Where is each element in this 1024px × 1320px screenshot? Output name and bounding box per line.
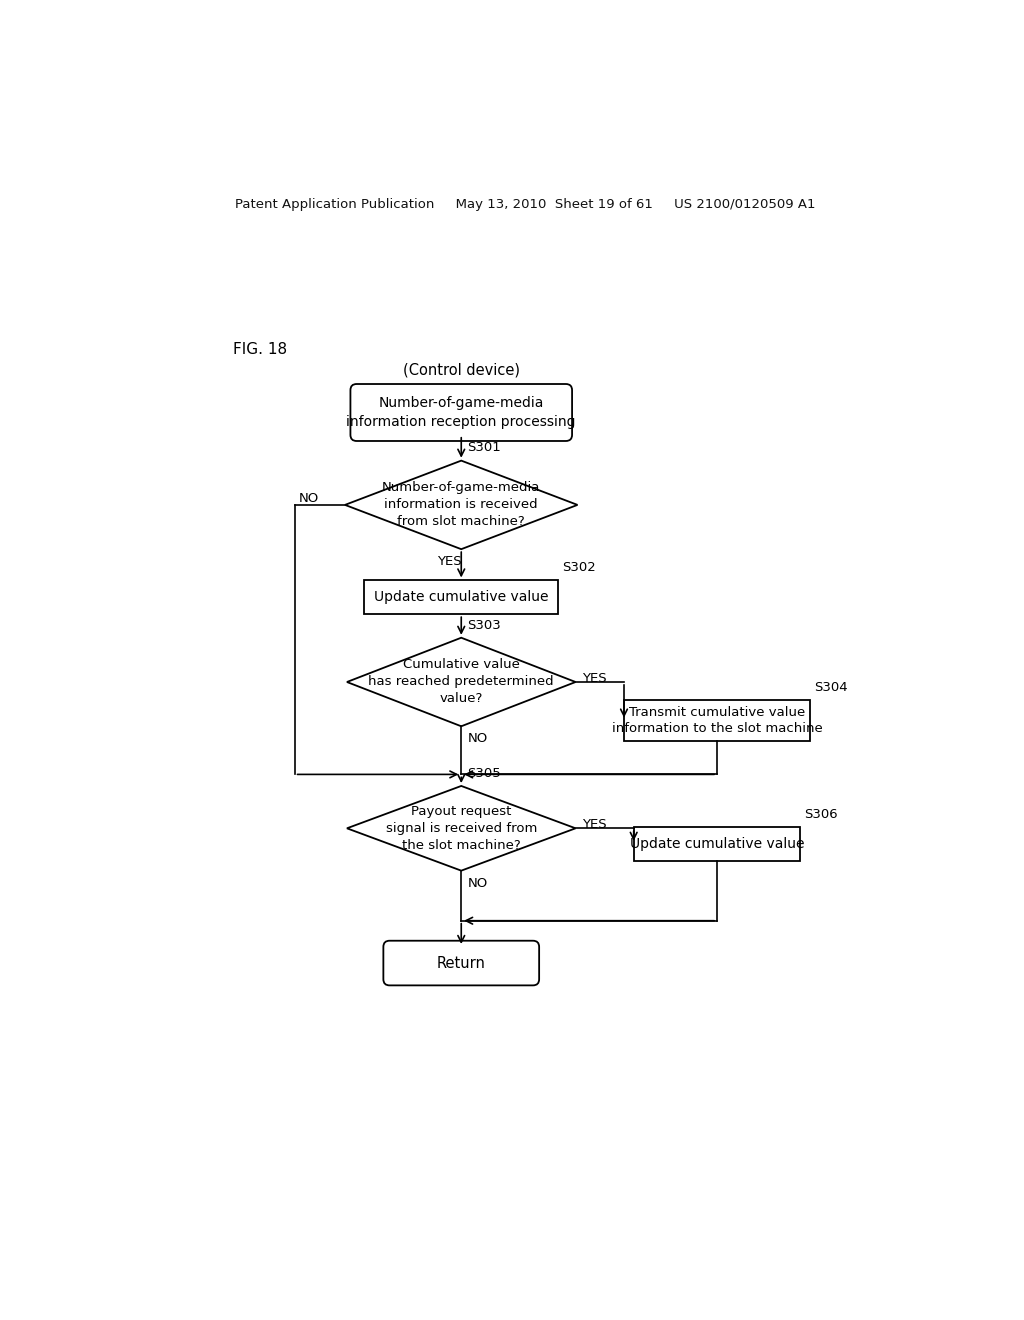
Polygon shape xyxy=(347,638,575,726)
Text: NO: NO xyxy=(299,492,318,506)
Text: Payout request
signal is received from
the slot machine?: Payout request signal is received from t… xyxy=(386,805,537,851)
Text: Patent Application Publication     May 13, 2010  Sheet 19 of 61     US 2100/0120: Patent Application Publication May 13, 2… xyxy=(234,198,815,211)
Text: Transmit cumulative value
information to the slot machine: Transmit cumulative value information to… xyxy=(611,705,822,735)
Text: S304: S304 xyxy=(814,681,848,694)
Text: Update cumulative value: Update cumulative value xyxy=(374,590,549,605)
Text: Number-of-game-media
information is received
from slot machine?: Number-of-game-media information is rece… xyxy=(382,482,541,528)
Bar xyxy=(634,826,801,861)
Text: Return: Return xyxy=(437,956,485,970)
Text: NO: NO xyxy=(467,733,487,746)
Text: NO: NO xyxy=(467,876,487,890)
FancyBboxPatch shape xyxy=(383,941,540,985)
Text: (Control device): (Control device) xyxy=(402,363,520,378)
Text: YES: YES xyxy=(582,818,606,832)
Polygon shape xyxy=(347,785,575,871)
FancyBboxPatch shape xyxy=(350,384,572,441)
Text: S305: S305 xyxy=(467,767,501,780)
Text: S306: S306 xyxy=(804,808,838,821)
Text: YES: YES xyxy=(437,556,462,569)
Text: Update cumulative value: Update cumulative value xyxy=(630,837,804,850)
Text: S303: S303 xyxy=(467,619,501,631)
Text: S301: S301 xyxy=(467,441,501,454)
Text: Cumulative value
has reached predetermined
value?: Cumulative value has reached predetermin… xyxy=(369,659,554,705)
Text: Number-of-game-media
information reception processing: Number-of-game-media information recepti… xyxy=(346,396,575,429)
Bar xyxy=(624,701,810,741)
Polygon shape xyxy=(345,461,578,549)
Bar xyxy=(365,581,558,614)
Text: S302: S302 xyxy=(562,561,596,574)
Text: FIG. 18: FIG. 18 xyxy=(232,342,287,356)
Text: YES: YES xyxy=(582,672,606,685)
